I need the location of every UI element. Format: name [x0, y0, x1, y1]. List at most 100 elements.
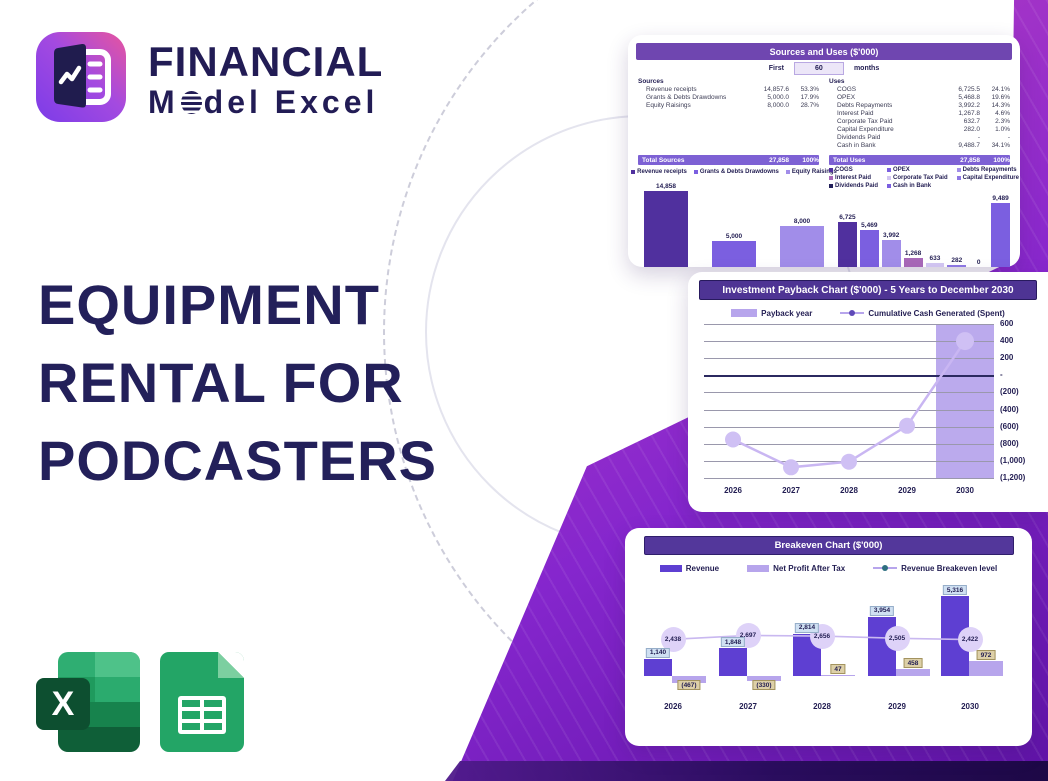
legend-item: Corporate Tax Paid: [887, 175, 948, 182]
net-profit-value-label: (467): [677, 680, 701, 690]
x-axis-tick: 2030: [961, 702, 979, 711]
row-value: -: [977, 134, 980, 141]
period-suffix: months: [853, 64, 880, 72]
row-pct: 17.9%: [800, 94, 819, 101]
legend-swatch: [829, 183, 834, 188]
row-value: 6,725.5: [958, 86, 980, 93]
uses-chart: COGS OPEX Debts Repayments Interest Paid Cor…: [829, 167, 1019, 267]
legend-label: Revenue Breakeven level: [901, 563, 998, 573]
x-axis-tick: 2026: [664, 702, 682, 711]
bar-value-label: 3,992: [883, 232, 900, 240]
y-axis-tick: 600: [1000, 319, 1014, 328]
table-row: Dividends Paid - -: [829, 134, 1010, 142]
bar: [838, 221, 857, 267]
net-profit-bar: [969, 661, 1003, 676]
legend-item-revenue: Revenue: [659, 564, 719, 573]
legend-item-payback-year: Payback year: [731, 309, 812, 318]
row-value: 632.7: [963, 118, 980, 125]
row-pct: 24.1%: [991, 86, 1010, 93]
row-label: Debts Repayments: [837, 102, 893, 109]
legend-item: OPEX: [887, 167, 948, 174]
x-axis-tick: 2027: [739, 702, 757, 711]
x-axis-tick: 2029: [888, 702, 906, 711]
sources-uses-tables: Sources Revenue receipts 14,857.6 53.3% Gran…: [628, 75, 1020, 165]
bar-column: 3,992: [881, 232, 901, 267]
breakeven-legend: Revenue Net Profit After Tax Revenue Bre…: [625, 560, 1032, 576]
legend-swatch: [631, 170, 636, 174]
row-value: 1,267.8: [958, 110, 980, 117]
gridline: [704, 443, 994, 445]
gridline: [704, 324, 994, 325]
row-pct: 28.7%: [800, 102, 819, 109]
gridline: [704, 478, 994, 479]
bar-column: 14,858: [644, 183, 688, 267]
legend-label: Net Profit After Tax: [773, 563, 846, 573]
row-pct: 1.0%: [995, 126, 1010, 133]
payback-plot-area: [704, 324, 994, 479]
y-axis-tick: -: [1000, 370, 1003, 380]
bar-value-label: 9,489: [992, 195, 1009, 202]
sources-uses-title: Sources and Uses ($'000): [636, 43, 1012, 60]
sheets-grid-glyph: [178, 696, 226, 734]
row-pct: 34.1%: [991, 142, 1010, 149]
row-label: Equity Raisings: [646, 102, 691, 109]
bar: [644, 191, 688, 267]
table-section-header: Uses: [829, 78, 845, 85]
row-label: COGS: [837, 86, 857, 93]
legend-swatch: [785, 170, 790, 174]
net-profit-value-label: 458: [903, 658, 923, 669]
legend-item-breakeven-level: Revenue Breakeven level: [873, 564, 997, 573]
excel-icon: X: [36, 652, 140, 752]
row-pct: -: [1007, 134, 1010, 141]
bar: [903, 258, 923, 267]
line-marker-icon: [873, 565, 898, 571]
y-axis-tick: (1,000): [1000, 455, 1026, 465]
legend-label: OPEX: [893, 167, 910, 174]
row-label: Capital Expenditure: [837, 126, 894, 133]
legend-label: Interest Paid: [835, 174, 872, 181]
bar-value-label: 0: [976, 259, 981, 266]
net-profit-swatch: [747, 564, 770, 572]
revenue-bar: [719, 648, 747, 676]
breakeven-level-marker: 2,505: [884, 625, 910, 651]
sources-bar-chart: 14,858 5,000 8,000: [638, 177, 830, 267]
legend-swatch: [829, 175, 834, 180]
gridline: [704, 341, 994, 343]
y-axis-tick: (200): [1000, 387, 1019, 397]
breakeven-level-marker: 2,438: [660, 626, 686, 652]
legend-item: Interest Paid: [829, 175, 878, 182]
net-profit-value-label: (330): [752, 680, 776, 690]
table-row: Interest Paid 1,267.8 4.6%: [829, 110, 1010, 118]
row-value: 14,857.6: [763, 86, 789, 93]
uses-bar-chart: 6,725 5,469 3,992 1,268 633 282 0 9,489: [838, 189, 1010, 267]
legend-item: Cash in Bank: [887, 182, 948, 189]
breakeven-level-marker: 2,422: [957, 627, 983, 653]
row-label: Corporate Tax Paid: [837, 118, 893, 125]
headline-line-1: EQUIPMENT: [38, 273, 380, 336]
bar-column: 9,489: [991, 195, 1010, 267]
row-pct: 53.3%: [800, 86, 819, 93]
payback-title: Investment Payback Chart ($'000) - 5 Yea…: [699, 280, 1037, 300]
row-value: 8,000.0: [767, 102, 789, 109]
table-row: Cash in Bank 9,488.7 34.1%: [829, 142, 1010, 150]
legend-label: Corporate Tax Paid: [893, 174, 948, 181]
bar-value-label: 633: [929, 254, 941, 262]
bar-column: 633: [925, 254, 945, 267]
brand-name: FINANCIAL: [148, 38, 384, 85]
bar: [780, 226, 824, 267]
legend-swatch: [887, 168, 892, 173]
net-profit-value-label: 972: [976, 650, 996, 661]
table-total-row: Total Sources 27,858 100%: [638, 155, 819, 165]
legend-label: COGS: [835, 167, 853, 174]
payback-x-axis: 2026 2027 2028 2029 2030: [704, 486, 994, 495]
table-row: Capital Expenditure 282.0 1.0%: [829, 126, 1010, 134]
row-value: 9,488.7: [958, 142, 980, 149]
gridline: [704, 426, 994, 428]
legend-swatch: [829, 168, 834, 173]
gridline: [704, 358, 994, 360]
uses-table: Uses COGS 6,725.5 24.1% OPEX 5,468.8 19.6% Debt…: [829, 77, 1010, 165]
sources-chart: Revenue receipts Grants & Debts Drawdowns…: [631, 167, 837, 267]
legend-item: COGS: [829, 167, 878, 174]
